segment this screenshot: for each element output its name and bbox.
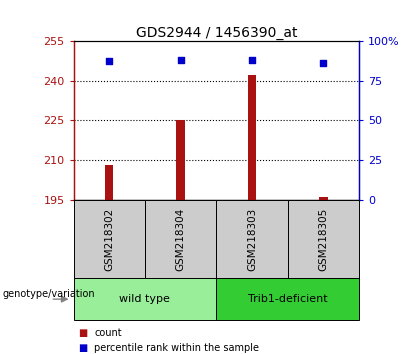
Point (249, 57, 255, 63)
Text: wild type: wild type (119, 294, 171, 304)
Bar (176, 120, 185, 200)
Text: genotype/variation: genotype/variation (2, 289, 95, 299)
Bar (319, 198, 328, 200)
Text: GSM218303: GSM218303 (247, 207, 257, 270)
Text: Trib1-deficient: Trib1-deficient (248, 294, 328, 304)
Title: GDS2944 / 1456390_at: GDS2944 / 1456390_at (136, 26, 297, 40)
Text: ■: ■ (78, 343, 87, 353)
Text: GSM218304: GSM218304 (176, 207, 186, 270)
Text: GSM218302: GSM218302 (104, 207, 114, 270)
Bar (248, 75, 256, 200)
Point (106, 58, 113, 64)
Bar (105, 166, 113, 200)
Point (177, 57, 184, 63)
Text: ■: ■ (78, 329, 87, 338)
Text: count: count (94, 329, 122, 338)
Text: GSM218305: GSM218305 (318, 207, 328, 270)
Point (320, 60, 327, 66)
Text: percentile rank within the sample: percentile rank within the sample (94, 343, 260, 353)
